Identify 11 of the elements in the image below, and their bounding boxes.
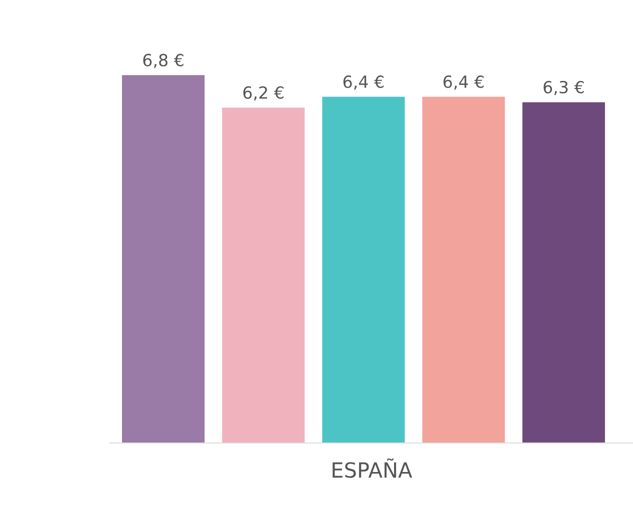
data-label: 6,4 € [444, 75, 484, 90]
bar [122, 75, 205, 443]
data-label: 6,2 € [243, 86, 284, 101]
data-label: 6,8 € [143, 54, 184, 68]
bar [322, 96, 405, 443]
bar [222, 108, 305, 443]
data-label: 6,4 € [343, 75, 384, 90]
data-label: 6,3 € [544, 80, 584, 96]
bar [522, 102, 605, 443]
bar [422, 96, 505, 443]
x-axis-title: ESPAÑA [332, 458, 412, 478]
